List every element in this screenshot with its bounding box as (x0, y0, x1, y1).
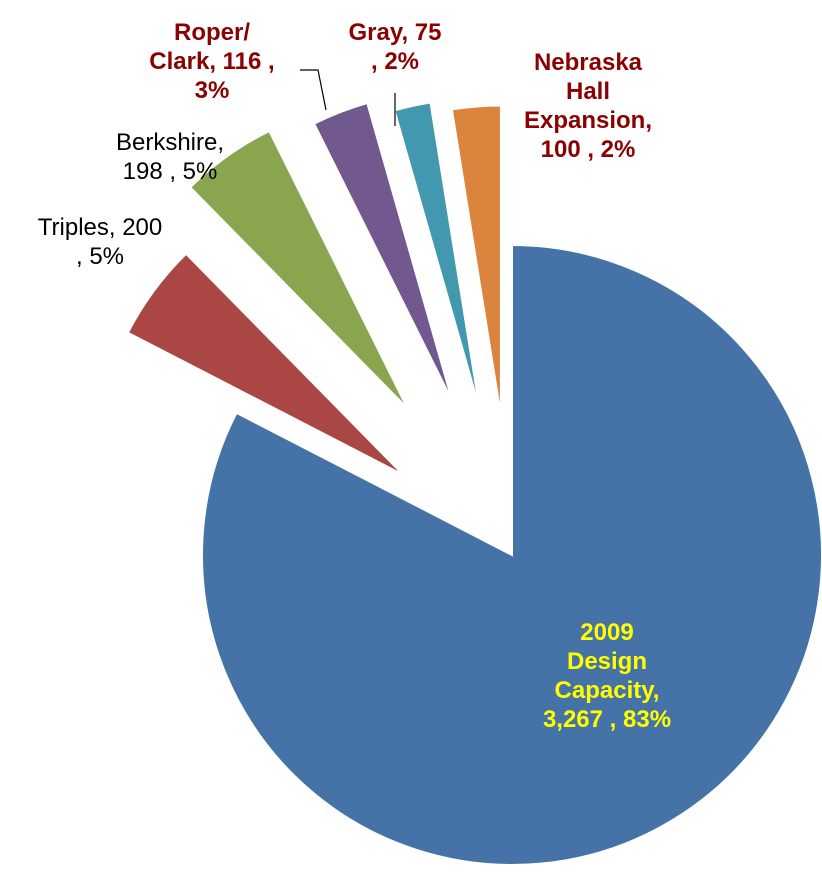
data-label: 2009 Design Capacity, 3,267 , 83% (543, 619, 671, 733)
data-label: Gray, 75, 2% (349, 19, 442, 75)
data-label: Triples, 200, 5% (38, 214, 163, 270)
pie-slice (126, 252, 405, 476)
pie-slice (188, 129, 409, 410)
pie-slice (312, 101, 454, 402)
leader-line (300, 69, 327, 111)
data-label: Roper/Clark, 116 , 3% (149, 19, 274, 104)
data-label: Berkshire, 198 , 5% (116, 129, 224, 185)
pie-slice (201, 243, 822, 866)
data-label: Nebraska Hall Expansion, 100 , 2% (524, 49, 652, 163)
pie-slice (450, 104, 502, 416)
